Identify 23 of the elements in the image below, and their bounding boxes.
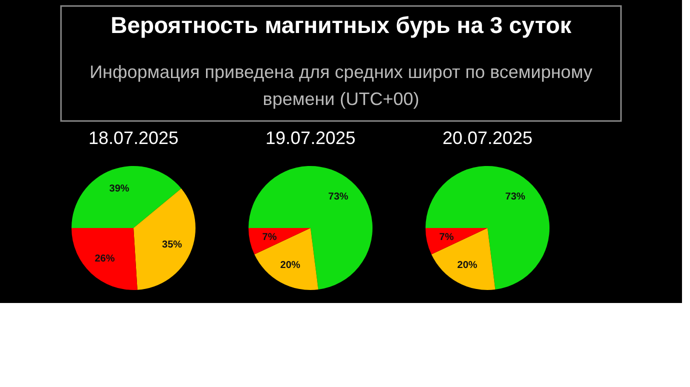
pie-slice [426, 228, 488, 254]
chart-title: 18.07.2025 [88, 128, 179, 148]
pie-slice [134, 188, 196, 290]
pie-slice [254, 228, 318, 290]
pie-slice [72, 228, 138, 290]
text: Информация приведена для средних широт по всемирному времени (UTC+00) [90, 62, 592, 109]
pie-slice [248, 228, 310, 254]
chart-title: 20.07.2025 [442, 128, 533, 148]
data-label: 7% [439, 232, 454, 244]
data-label: 7% [262, 232, 277, 244]
data-label: 39% [109, 183, 130, 194]
data-label: 20% [457, 260, 478, 271]
pie-slice [248, 166, 372, 290]
data-label: 35% [162, 240, 182, 251]
pie-slice [431, 228, 496, 290]
text: Вероятность магнитных бурь на 3 суток [110, 12, 572, 38]
data-label: 73% [505, 191, 526, 202]
data-label: 73% [328, 191, 348, 202]
chart-title: 19.07.2025 [265, 128, 356, 148]
pie-slice [72, 166, 182, 228]
data-label: 20% [280, 260, 300, 271]
data-label: 26% [94, 254, 115, 265]
pie-slice [426, 166, 550, 290]
